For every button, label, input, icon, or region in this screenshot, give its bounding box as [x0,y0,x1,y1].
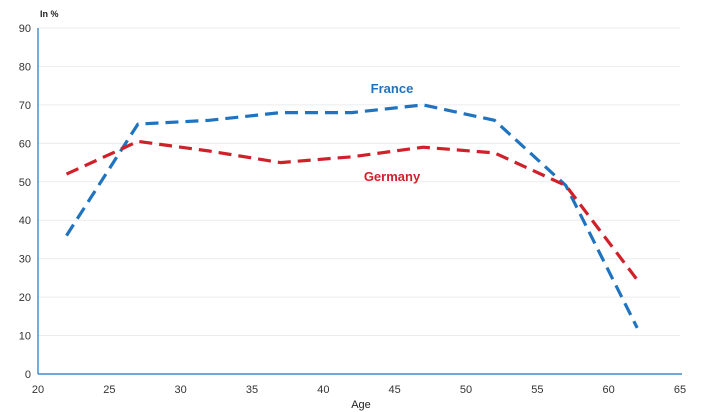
x-tick-label: 20 [32,384,44,396]
x-tick-label: 40 [317,384,329,396]
y-tick-label: 40 [19,215,31,227]
series-labels: France Germany [364,81,421,184]
y-tick-label: 30 [19,254,31,266]
y-tick-label: 90 [19,23,31,35]
y-axis-ticks: 0 10 20 30 40 50 60 70 80 90 [19,23,31,381]
x-axis-title: Age [351,399,371,411]
x-tick-label: 25 [103,384,115,396]
y-tick-label: 10 [19,331,31,343]
y-tick-label: 50 [19,177,31,189]
gridlines [38,27,680,337]
y-tick-label: 20 [19,292,31,304]
y-tick-label: 0 [25,369,31,381]
x-tick-label: 50 [460,384,472,396]
series-label-france: France [371,81,414,96]
series-line-germany [65,139,639,281]
x-tick-label: 60 [603,384,615,396]
series-lines [65,103,639,329]
x-axis-ticks: 520253035404550556065 [32,384,686,396]
y-tick-label: 80 [19,61,31,73]
series-label-germany: Germany [364,169,421,184]
y-tick-label: 60 [19,138,31,150]
x-tick-label: 45 [389,384,401,396]
x-tick-label: 65 [674,384,686,396]
y-axis-unit-label: In % [40,9,59,19]
x-tick-label: 35 [246,384,258,396]
axes [37,28,682,375]
x-tick-label: 55 [531,384,543,396]
x-tick-label: 30 [175,384,187,396]
y-tick-label: 70 [19,100,31,112]
series-line-france [65,103,639,329]
